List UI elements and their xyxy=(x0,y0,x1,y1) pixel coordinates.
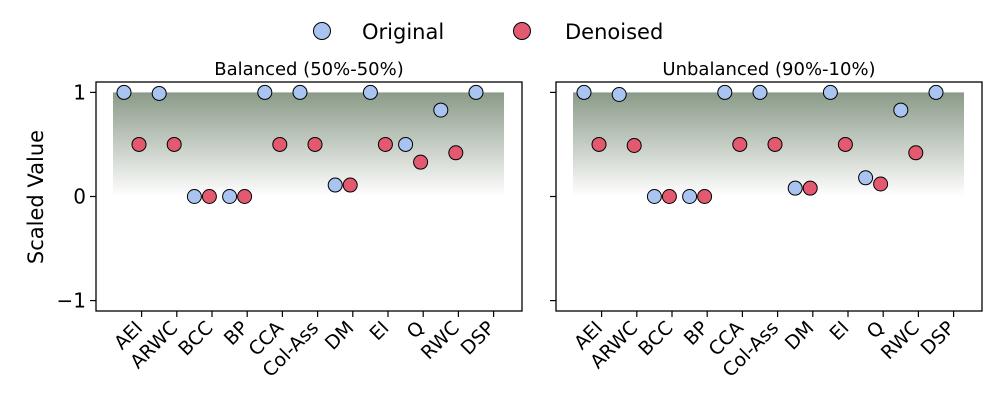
x-tick-label: EI xyxy=(366,317,394,345)
x-tick-label: DSP xyxy=(917,317,960,360)
marker-original-bcc xyxy=(186,189,202,204)
marker-denoised-rwc xyxy=(908,145,924,161)
marker-denoised-ei xyxy=(837,136,853,152)
marker-denoised-q xyxy=(873,176,889,192)
marker-original-cca xyxy=(717,84,733,100)
marker-original-dm xyxy=(787,180,803,196)
legend-denoised-marker xyxy=(513,22,531,40)
x-tick-label: DM xyxy=(321,317,358,354)
panel-title: Unbalanced (90%-10%) xyxy=(662,59,875,80)
marker-original-rwc xyxy=(893,102,909,118)
legend: Original Denoised xyxy=(313,20,663,44)
marker-original-bp xyxy=(682,189,698,204)
marker-original-q xyxy=(858,170,874,186)
marker-original-arwc xyxy=(611,86,627,102)
marker-original-col-ass xyxy=(292,84,308,100)
marker-original-rwc xyxy=(433,102,449,118)
marker-denoised-aei xyxy=(131,136,147,152)
marker-denoised-bcc xyxy=(661,189,677,204)
marker-original-col-ass xyxy=(752,84,768,100)
marker-denoised-col-ass xyxy=(767,136,783,152)
marker-denoised-arwc xyxy=(626,137,642,153)
marker-original-ei xyxy=(362,84,378,100)
marker-original-bcc xyxy=(646,189,662,204)
marker-denoised-bcc xyxy=(201,189,217,204)
marker-original-aei xyxy=(116,84,132,100)
marker-denoised-ei xyxy=(377,136,393,152)
marker-original-cca xyxy=(257,84,273,100)
legend-original-marker xyxy=(313,22,331,40)
panel-balanced: Balanced (50%-50%) Scaled Value −101AEIA… xyxy=(24,59,523,382)
x-tick-label: DM xyxy=(781,317,818,354)
marker-denoised-q xyxy=(413,154,429,170)
marker-original-aei xyxy=(576,84,592,100)
marker-denoised-dm xyxy=(802,180,818,196)
marker-denoised-cca xyxy=(272,136,288,152)
x-tick-label: RWC xyxy=(417,317,464,364)
x-tick-label: BCC xyxy=(174,317,217,360)
marker-denoised-bp xyxy=(237,189,253,204)
y-tick-label: −1 xyxy=(57,289,86,313)
marker-denoised-rwc xyxy=(448,145,464,161)
marker-original-dm xyxy=(327,177,343,193)
x-tick-label: DSP xyxy=(457,317,500,360)
x-tick-label: EI xyxy=(826,317,854,345)
marker-original-dsp xyxy=(468,84,484,100)
marker-denoised-dm xyxy=(342,177,358,193)
marker-denoised-cca xyxy=(732,136,748,152)
marker-original-bp xyxy=(222,189,238,204)
y-axis-label: Scaled Value xyxy=(24,130,48,264)
marker-original-dsp xyxy=(928,84,944,100)
marker-denoised-bp xyxy=(697,189,713,204)
legend-original-label: Original xyxy=(362,20,444,44)
marker-denoised-arwc xyxy=(166,136,182,152)
panel-title: Balanced (50%-50%) xyxy=(214,59,404,80)
y-tick-label: 1 xyxy=(73,80,86,104)
marker-original-arwc xyxy=(151,85,167,101)
marker-original-q xyxy=(398,136,414,152)
marker-original-ei xyxy=(822,84,838,100)
x-tick-label: RWC xyxy=(877,317,924,364)
x-tick-label: BCC xyxy=(634,317,677,360)
legend-denoised-label: Denoised xyxy=(565,20,663,44)
y-tick-label: 0 xyxy=(73,185,86,209)
marker-denoised-aei xyxy=(591,136,607,152)
marker-denoised-col-ass xyxy=(307,136,323,152)
